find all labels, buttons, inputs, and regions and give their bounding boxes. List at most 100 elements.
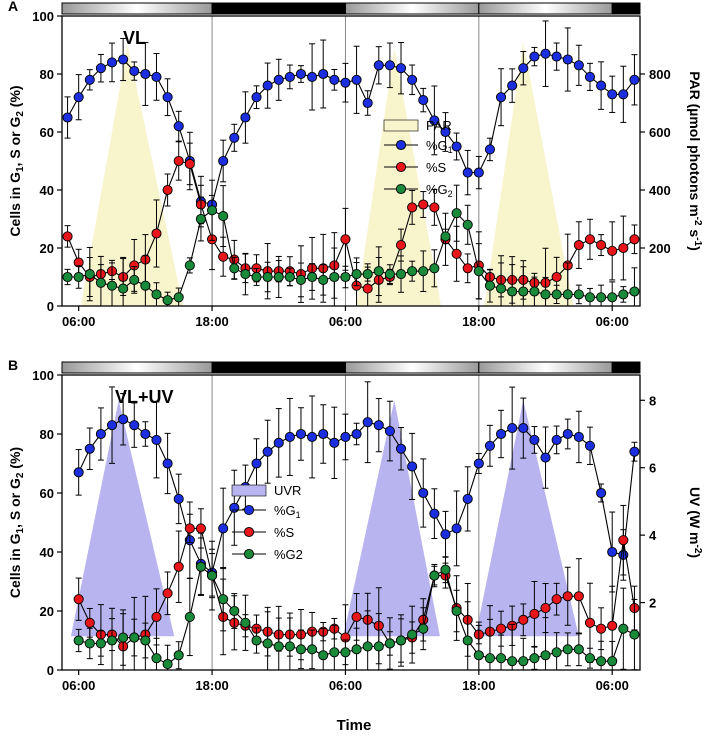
photoperiod-dark-segment [611, 361, 641, 374]
data-point [496, 428, 507, 440]
data-point [551, 594, 562, 605]
data-point [384, 638, 395, 649]
series-pct-g1 [62, 20, 640, 228]
data-point [518, 63, 529, 74]
panel-label: B [8, 357, 18, 373]
data-point [73, 594, 84, 605]
data-point [507, 423, 518, 434]
data-point [573, 644, 584, 655]
data-point [329, 437, 340, 448]
data-point [140, 635, 151, 646]
data-point [540, 48, 551, 59]
data-point [95, 277, 106, 288]
data-point [318, 428, 329, 440]
data-point [484, 440, 495, 451]
panel-title: VL+UV [115, 387, 174, 407]
data-point [295, 274, 307, 285]
data-point [218, 211, 229, 222]
data-point [84, 638, 95, 649]
data-point [195, 561, 206, 572]
data-point [318, 650, 329, 661]
data-point [562, 591, 573, 602]
data-point [584, 617, 596, 628]
data-point [573, 431, 584, 443]
data-point [151, 289, 162, 300]
data-point [451, 605, 462, 617]
data-point [618, 623, 629, 634]
data-point [484, 653, 495, 664]
data-point [62, 231, 73, 242]
legend-marker [395, 161, 407, 173]
data-point [118, 414, 129, 425]
data-point [351, 269, 362, 280]
series-pct-g2 [62, 179, 640, 307]
data-point [95, 428, 106, 440]
x-tick-label: 18:00 [462, 314, 495, 329]
data-point [95, 638, 106, 649]
data-point [273, 271, 284, 283]
time-axis-label: Time [337, 717, 372, 734]
data-point [307, 71, 318, 82]
data-point [451, 208, 462, 219]
data-point [229, 263, 240, 274]
data-point [529, 653, 540, 664]
data-point [529, 434, 540, 445]
legend-marker [243, 548, 255, 560]
data-point [318, 68, 329, 80]
data-point [62, 271, 73, 283]
data-point [573, 591, 584, 602]
x-tick-label: 18:00 [195, 678, 228, 693]
data-point [573, 240, 584, 251]
data-point [496, 623, 507, 634]
data-point [307, 271, 318, 283]
data-point [584, 234, 596, 245]
data-point [95, 63, 106, 74]
data-point [507, 286, 518, 297]
data-point [251, 92, 262, 103]
par-area-1 [80, 45, 184, 306]
data-point [529, 608, 540, 620]
data-point [518, 286, 529, 297]
series-line [67, 53, 635, 206]
data-point [129, 274, 140, 285]
data-point [162, 659, 173, 670]
data-point [407, 461, 418, 472]
data-point [484, 144, 495, 155]
legend-label: PAR [426, 118, 452, 133]
data-point [395, 269, 407, 280]
data-point [540, 603, 551, 614]
data-point [551, 434, 562, 445]
plot-frame [61, 374, 641, 671]
x-tick-label: 06:00 [62, 678, 95, 693]
data-point [307, 431, 318, 443]
legend-marker [395, 183, 407, 195]
data-point [395, 443, 407, 454]
series-line [67, 160, 635, 290]
legend-swatch-uvr [231, 484, 267, 497]
data-point [240, 617, 251, 628]
data-point [106, 57, 118, 68]
data-point [418, 199, 429, 210]
data-point [173, 493, 184, 504]
data-point [584, 653, 596, 664]
y2-tick-label: 400 [649, 183, 671, 198]
data-point [618, 242, 629, 254]
data-point [551, 271, 562, 283]
photoperiod-light-segment [61, 361, 213, 374]
y-tick-label: 100 [32, 368, 54, 383]
data-point [151, 434, 162, 445]
y2-tick-label: 6 [649, 461, 656, 476]
panel-label: A [8, 0, 18, 14]
data-point [573, 60, 584, 71]
data-point [429, 508, 440, 519]
legend: UVR %G1 %S %G2 [231, 483, 303, 562]
data-point [607, 292, 618, 303]
series-line [67, 209, 635, 301]
y2-tick-label: 2 [649, 596, 656, 611]
y2-axis-label: PAR (µmol photons m-2 s-1) [687, 71, 703, 251]
data-point [106, 280, 118, 291]
data-point [429, 570, 440, 581]
uvr-area-3 [475, 400, 579, 637]
data-point [629, 629, 640, 640]
